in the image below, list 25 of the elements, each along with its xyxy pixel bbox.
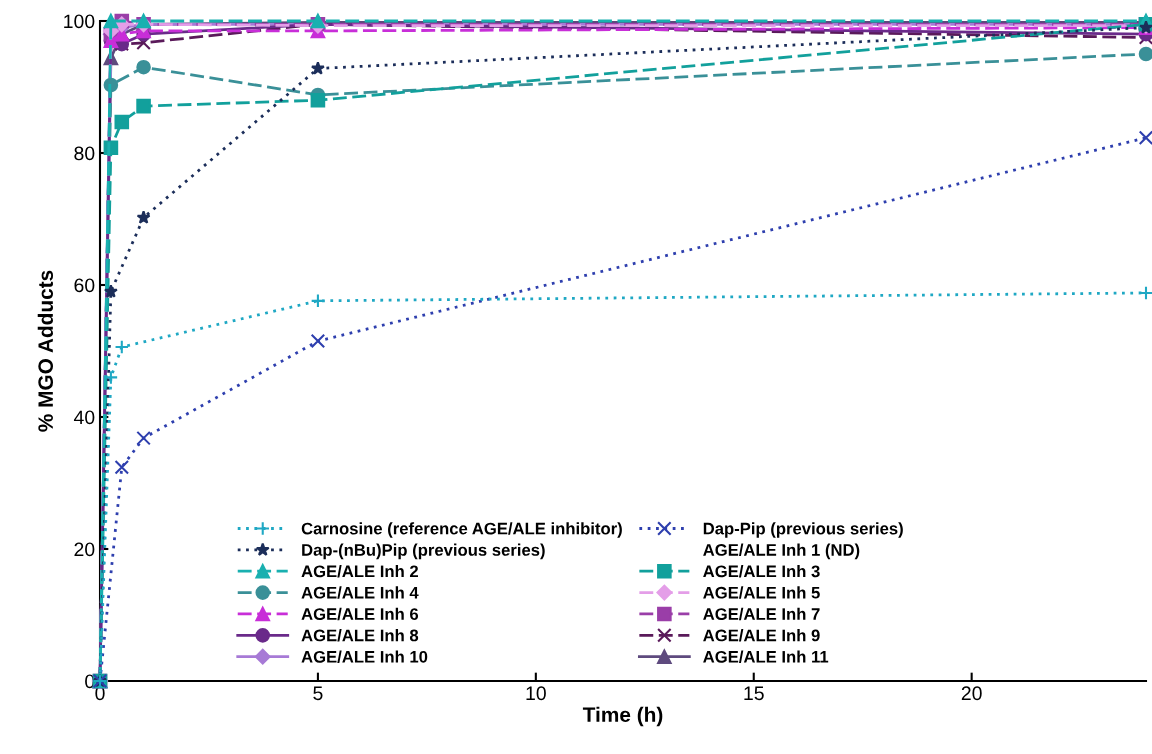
x-tick-label: 20 — [961, 686, 982, 701]
x-tick-label: 10 — [526, 686, 546, 701]
legend-label: AGE/ALE Inh 4 — [301, 586, 419, 599]
legend-label: AGE/ALE Inh 6 — [301, 607, 419, 621]
legend-label: AGE/ALE Inh 11 — [703, 650, 829, 663]
y-axis-title: % MGO Adducts — [37, 270, 54, 432]
legend-label: Dap-Pip (previous series) — [703, 522, 903, 538]
legend-label: AGE/ALE Inh 3 — [703, 564, 820, 578]
legend-label: Carnosine (reference AGE/ALE inhibitor) — [301, 522, 622, 538]
legend-label: AGE/ALE Inh 9 — [703, 629, 820, 642]
legend-label: AGE/ALE Inh 5 — [703, 586, 820, 599]
legend-label: Dap-(nBu)Pip (previous series) — [302, 543, 545, 560]
legend-label: AGE/ALE Inh 7 — [703, 607, 820, 621]
x-tick-label: 5 — [313, 686, 323, 701]
x-axis-title: Time (h) — [582, 706, 663, 727]
y-tick-label: 20 — [74, 542, 95, 557]
y-tick-label: 80 — [74, 146, 95, 161]
legend-label: AGE/ALE Inh 2 — [301, 564, 418, 578]
text: AGE/ALE Inh 1 (ND) — [703, 543, 860, 560]
y-tick-label: 100 — [64, 14, 95, 29]
x-tick-label: 15 — [744, 686, 764, 701]
legend-label: AGE/ALE Inh 10 — [301, 650, 428, 663]
y-tick-label: 60 — [74, 278, 95, 293]
y-tick-label: 40 — [73, 410, 95, 425]
legend-label: AGE/ALE Inh 8 — [301, 629, 419, 642]
